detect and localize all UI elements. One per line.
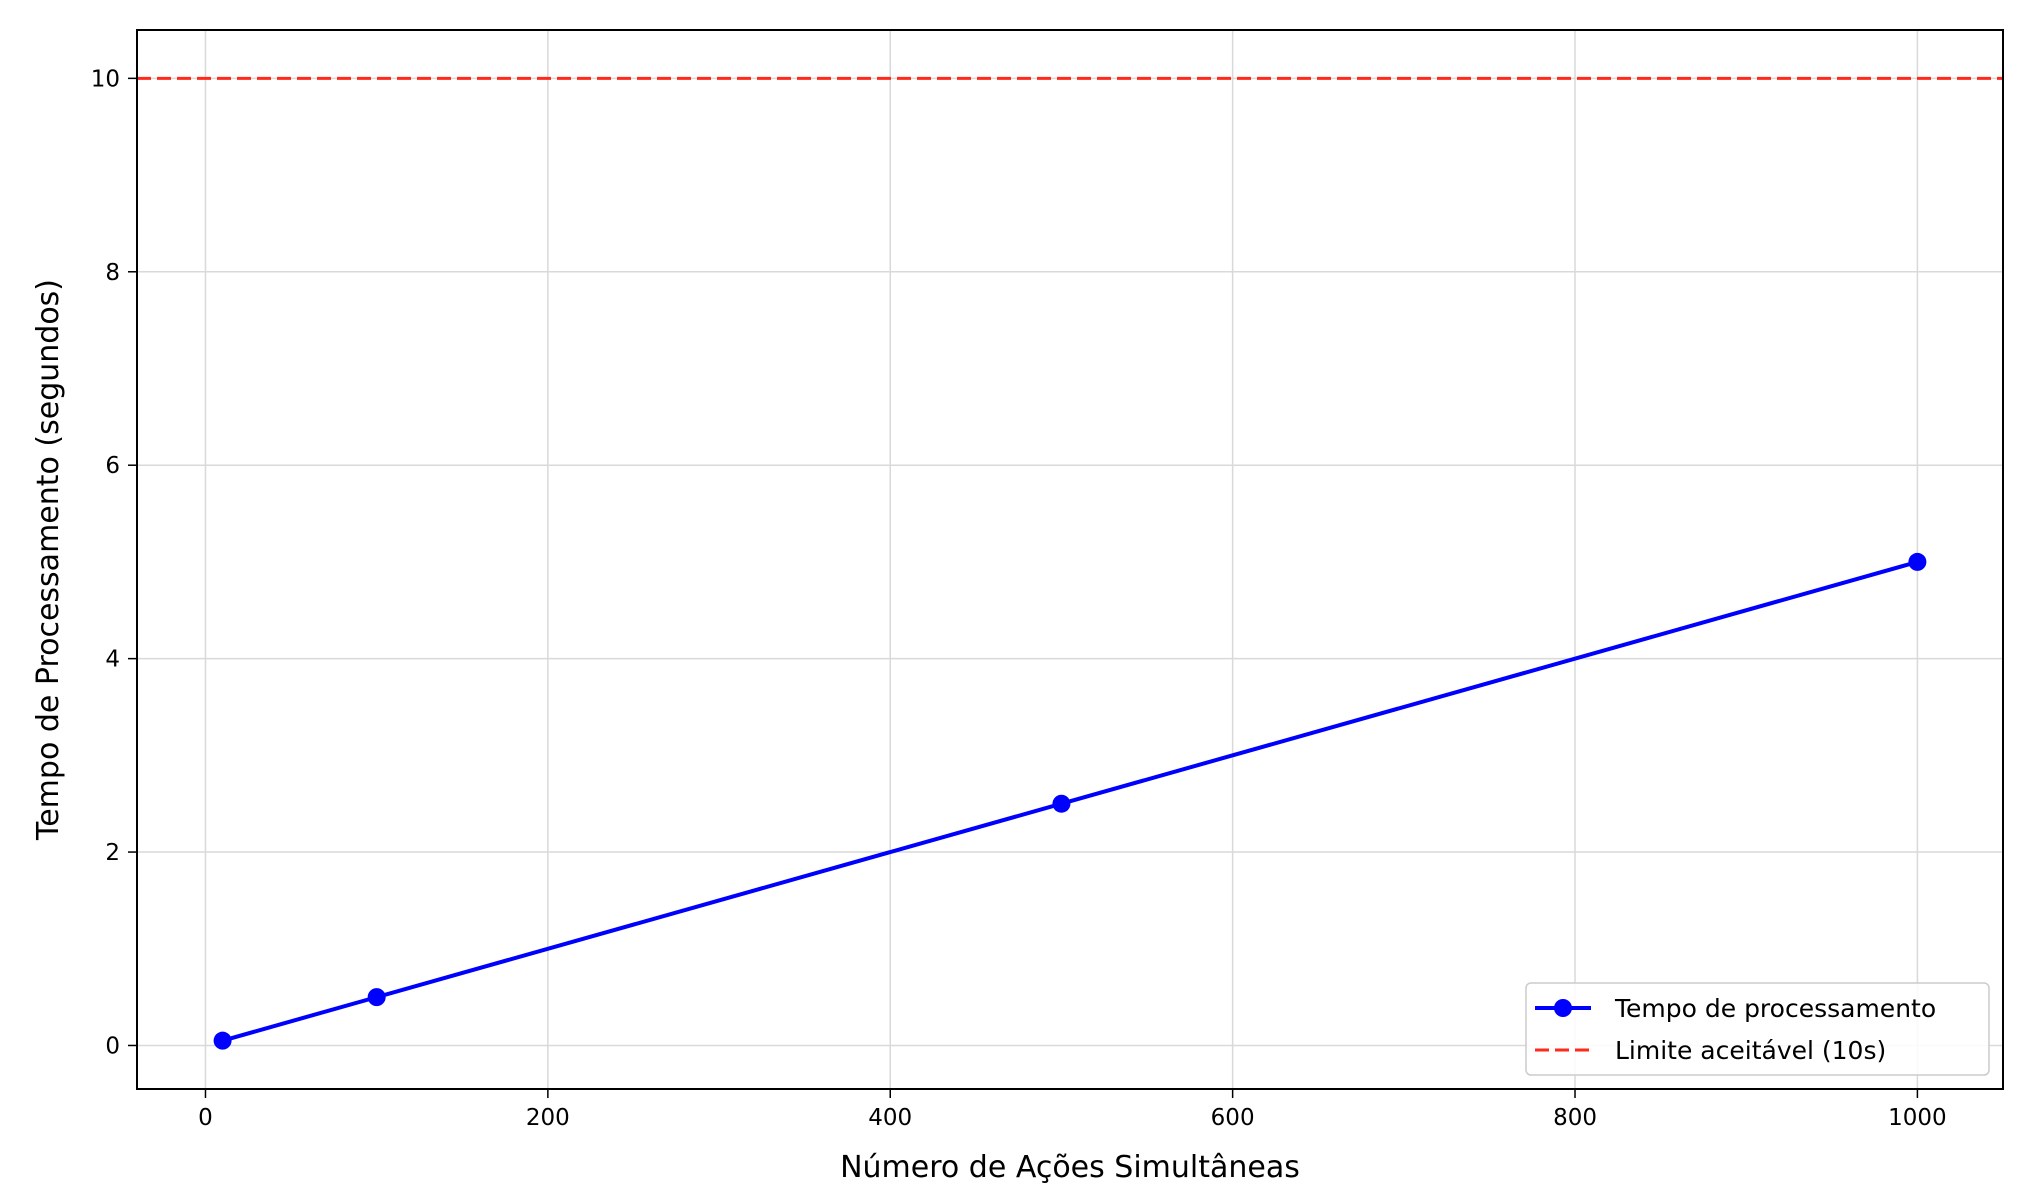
x-tick-label: 1000 [1888,1105,1947,1131]
x-tick-label: 400 [868,1105,912,1131]
x-tick-label: 600 [1211,1105,1255,1131]
x-tick-label: 0 [198,1105,213,1131]
axis-ticks: 0 200 400 600 800 1000 0 2 4 6 8 10 [91,66,1947,1131]
legend-entry-label: Tempo de processamento [1614,994,1936,1023]
x-tick-label: 800 [1553,1105,1597,1131]
plot-frame [136,29,2004,1090]
legend-box [1525,982,1990,1076]
legend-entry-label: Limite aceitável (10s) [1615,1036,1886,1065]
y-tick-label: 2 [105,840,120,866]
y-tick-label: 10 [91,66,120,92]
legend-swatch-marker [1554,999,1572,1017]
y-tick-label: 6 [105,453,120,479]
y-tick-label: 8 [105,260,120,286]
data-point [213,1031,232,1050]
data-point [367,988,386,1007]
data-point [1052,794,1071,813]
legend: Tempo de processamento Limite aceitável … [1525,982,1990,1076]
data-point [1908,552,1927,571]
x-tick-label: 200 [526,1105,570,1131]
x-axis-title: Número de Ações Simultâneas [840,1150,1300,1185]
y-tick-label: 0 [105,1033,120,1059]
y-axis-title: Tempo de Processamento (segundos) [31,279,66,841]
data-series [213,552,1927,1050]
series-line [222,559,1918,1043]
y-tick-label: 4 [105,647,120,673]
